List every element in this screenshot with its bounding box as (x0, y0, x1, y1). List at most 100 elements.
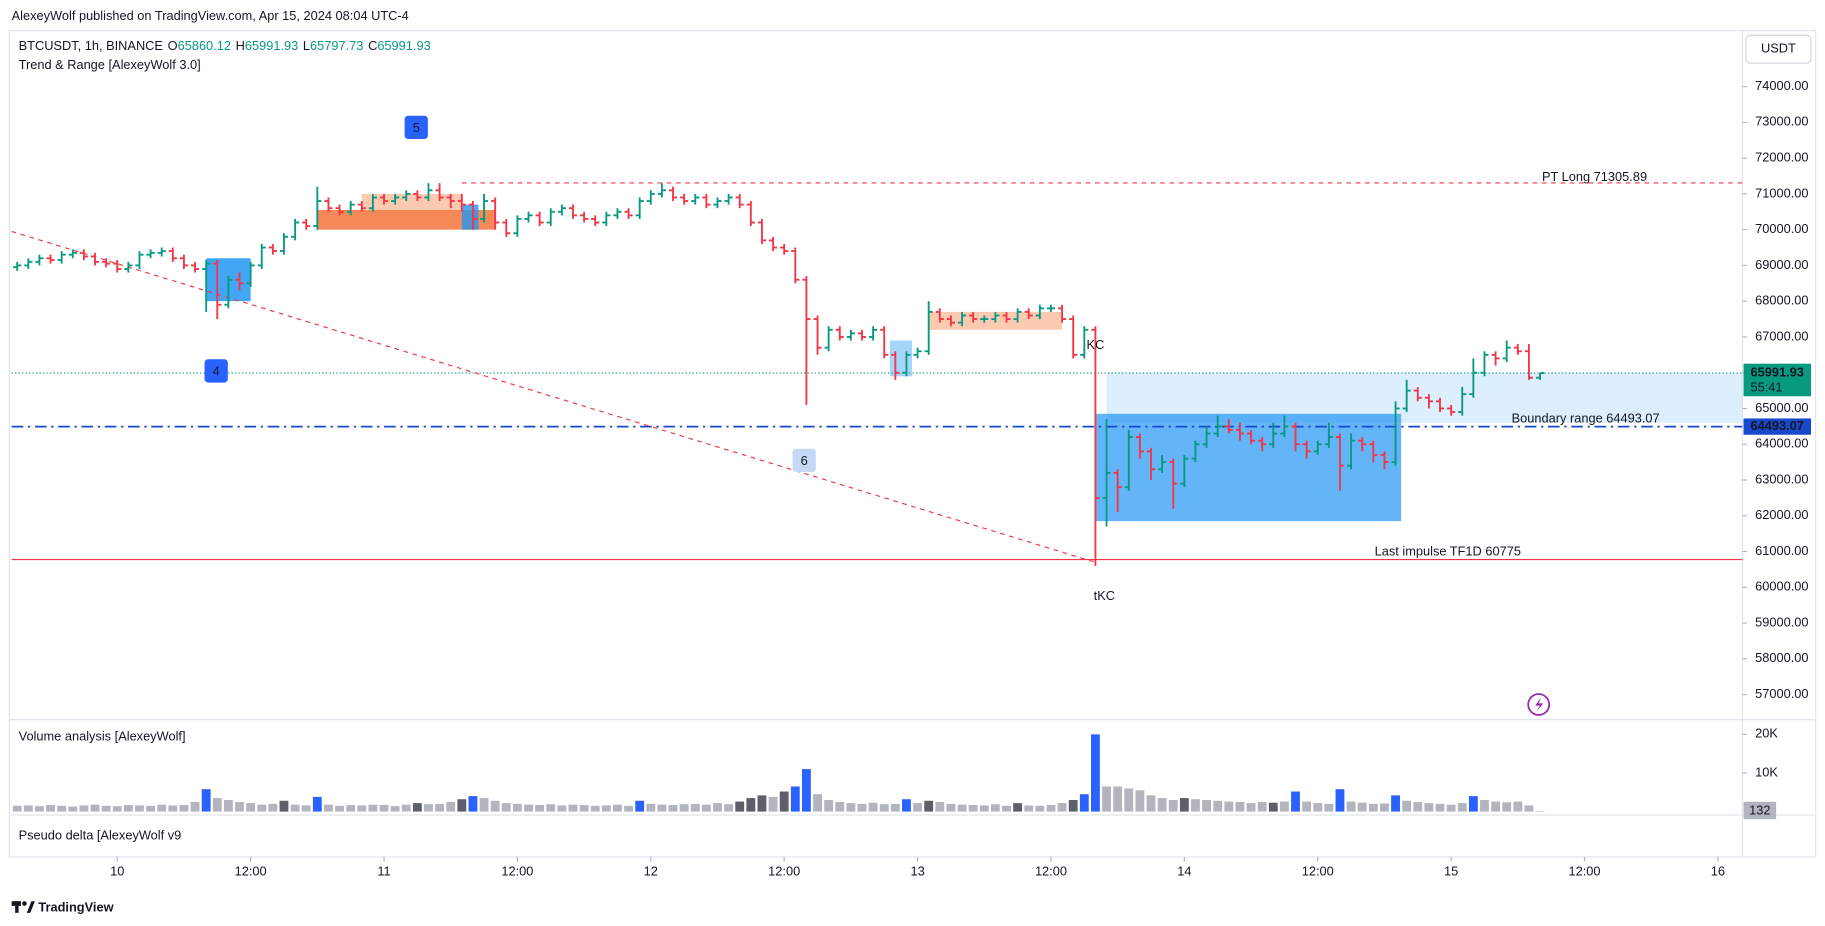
volume-bar (246, 803, 256, 812)
x-tick-label: 15 (1444, 863, 1458, 878)
brand-logo (11, 901, 35, 913)
volume-bar (1291, 791, 1300, 812)
volume-bar (479, 798, 489, 812)
volume-bar (624, 805, 633, 812)
volume-bar (1024, 805, 1034, 812)
volume-bar (1524, 805, 1534, 812)
x-tick-label: 10 (110, 863, 124, 878)
volume-bar (79, 805, 89, 812)
volume-bar (1224, 801, 1234, 812)
volume-bar (1146, 795, 1156, 812)
level-tag (1743, 418, 1812, 435)
volume-bar (179, 805, 189, 812)
volume-bar (468, 796, 478, 812)
y-tick-label: 63000.00 (1755, 471, 1808, 486)
volume-bar (390, 806, 400, 812)
volume-bar (568, 804, 578, 812)
volume-bar (979, 805, 989, 812)
volume-bar (501, 803, 511, 812)
volume-bar (646, 803, 656, 812)
alert-icon[interactable] (1527, 693, 1551, 716)
zone (461, 204, 479, 230)
volume-bar (401, 804, 411, 812)
volume-bar (957, 804, 967, 812)
volume-bar (57, 805, 67, 812)
volume-bar (902, 799, 911, 812)
volume-bar (790, 786, 800, 812)
volume-bar (657, 804, 667, 812)
publisher: AlexeyWolf published on TradingView.com,… (12, 8, 409, 23)
volume-bar (1335, 789, 1345, 812)
price-bars (13, 183, 1545, 566)
volume-bar (512, 803, 522, 812)
volume-bar (601, 805, 611, 812)
currency-button[interactable] (1745, 34, 1812, 64)
volume-bar (1346, 801, 1356, 812)
volume-bar (1035, 805, 1045, 812)
frame (8, 30, 1817, 858)
volume-title: Volume analysis [AlexeyWolf] (19, 728, 186, 743)
ohlc-label: H (236, 38, 245, 53)
volume-bar (457, 799, 467, 812)
volume-bar (613, 804, 622, 812)
annotation: PT Long 71305.89 (1542, 169, 1647, 184)
volume-bar (1202, 800, 1212, 812)
volume-bar (913, 803, 922, 812)
volume-bar (579, 805, 589, 812)
y-tick-label: 70000.00 (1755, 221, 1808, 236)
volume-bar (357, 805, 367, 812)
volume-bar (1535, 811, 1545, 812)
volume-bar (1191, 799, 1200, 812)
volume-bar (846, 803, 856, 812)
volume-bar (368, 804, 378, 812)
alert-icon-bolt (1535, 697, 1544, 712)
y-tick-label: 57000.00 (1755, 686, 1808, 701)
volume-bar (857, 803, 867, 812)
volume-bar (1279, 801, 1289, 812)
volume-bar (1157, 798, 1167, 812)
volume-bar (1402, 800, 1412, 812)
volume-bar (68, 806, 78, 812)
volume-bar (635, 800, 645, 812)
volume-bar (35, 806, 44, 812)
volume-bar (546, 804, 556, 812)
volume-bar (157, 804, 167, 812)
zone (317, 209, 496, 230)
volume-bar (212, 798, 222, 812)
volume-bar (490, 800, 500, 812)
volume-bar (1424, 803, 1434, 812)
volume-bar (1002, 805, 1011, 812)
volume-bar (1413, 801, 1423, 812)
volume-bar (1480, 800, 1489, 812)
volume-bar (990, 804, 1000, 812)
volume-bar (768, 796, 778, 812)
y-tick-label: 72000.00 (1755, 149, 1808, 164)
volume-bar (1268, 802, 1278, 812)
volume-bar (1068, 800, 1078, 812)
volume-bar (1213, 800, 1223, 812)
volume-bar (679, 804, 689, 812)
volume-bar (890, 803, 900, 812)
volume-bar (879, 804, 889, 812)
y-tick-label: 68000.00 (1755, 293, 1808, 308)
volume-bar (1302, 801, 1312, 812)
zone (889, 340, 913, 377)
volume-bar (1491, 801, 1501, 812)
volume-bar (1368, 803, 1378, 812)
y-tick-label: 58000.00 (1755, 650, 1808, 665)
signal-label: 5 (413, 120, 420, 135)
volume-bar (1324, 803, 1334, 812)
volume-bar (1380, 803, 1389, 812)
volume-bar (268, 803, 278, 812)
volume-bar (446, 801, 456, 812)
volume-bar (690, 803, 700, 812)
y-tick-label: 74000.00 (1755, 78, 1808, 93)
annotation: KC (1087, 337, 1105, 352)
currency[interactable]: USDT (1761, 41, 1796, 56)
trend-line (11, 230, 1096, 563)
price-tag-value: 65991.93 (1751, 364, 1804, 379)
volume-bar (1057, 803, 1067, 812)
volume-bar (1179, 798, 1189, 812)
